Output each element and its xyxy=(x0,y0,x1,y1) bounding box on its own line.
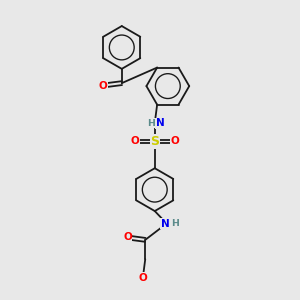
Text: O: O xyxy=(99,80,108,91)
Text: H: H xyxy=(171,219,179,228)
Text: O: O xyxy=(170,136,179,146)
Text: O: O xyxy=(130,136,139,146)
Text: O: O xyxy=(123,232,132,242)
Text: N: N xyxy=(156,118,164,128)
Text: S: S xyxy=(150,135,159,148)
Text: N: N xyxy=(161,218,170,229)
Text: O: O xyxy=(139,273,147,283)
Text: H: H xyxy=(147,118,155,127)
